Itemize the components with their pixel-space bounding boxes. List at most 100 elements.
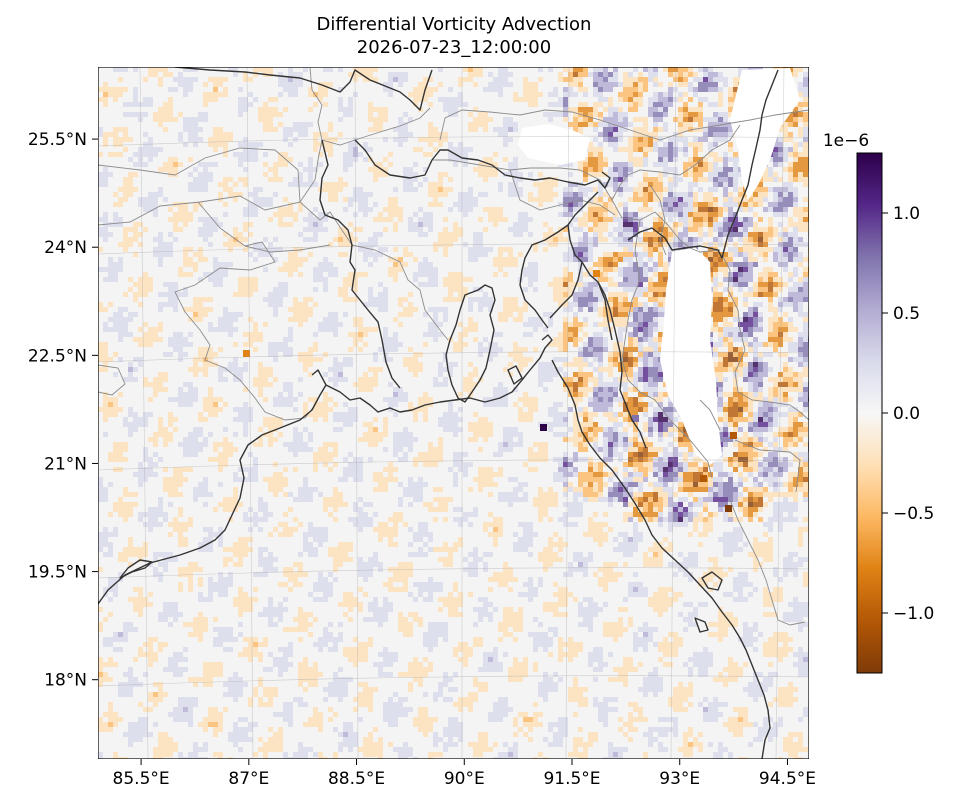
field-cell: [728, 167, 733, 172]
field-cell: [238, 177, 243, 182]
field-cell: [468, 377, 473, 382]
field-cell: [628, 347, 633, 352]
field-cell: [298, 177, 303, 182]
field-cell: [658, 347, 663, 352]
field-cell: [268, 302, 273, 307]
field-cell: [398, 322, 403, 327]
field-cell: [523, 267, 528, 272]
field-cell: [228, 317, 233, 322]
field-cell: [658, 337, 663, 342]
field-cell: [423, 392, 428, 397]
field-cell: [443, 247, 448, 252]
field-cell: [668, 217, 673, 222]
field-cell: [108, 132, 113, 137]
field-cell: [203, 82, 208, 87]
field-cell: [238, 112, 243, 117]
field-cell: [668, 187, 673, 192]
field-cell: [793, 342, 798, 347]
field-cell: [638, 372, 643, 377]
field-cell: [768, 377, 773, 382]
field-cell: [753, 337, 758, 342]
field-cell: [468, 277, 473, 282]
field-cell: [468, 382, 473, 387]
field-cell: [138, 362, 143, 367]
field-cell: [743, 257, 748, 262]
field-cell: [548, 237, 553, 242]
field-cell: [263, 162, 268, 167]
field-cell: [643, 147, 648, 152]
field-cell: [593, 77, 598, 82]
field-cell: [723, 312, 728, 317]
field-cell: [793, 267, 798, 272]
field-cell: [323, 67, 328, 72]
field-cell: [393, 202, 398, 207]
field-cell: [198, 187, 203, 192]
field-cell: [783, 362, 788, 367]
field-cell: [293, 317, 298, 322]
field-cell: [443, 227, 448, 232]
field-cell: [638, 327, 643, 332]
field-cell: [498, 247, 503, 252]
field-cell: [698, 157, 703, 162]
field-cell: [803, 287, 808, 292]
field-cell: [463, 382, 468, 387]
field-cell: [713, 212, 718, 217]
field-cell: [233, 417, 238, 422]
field-cell: [598, 297, 603, 302]
field-cell: [793, 122, 798, 127]
field-cell: [693, 152, 698, 157]
field-cell: [688, 117, 693, 122]
field-cell: [203, 362, 208, 367]
field-cell: [738, 72, 743, 77]
field-cell: [378, 112, 383, 117]
field-cell: [293, 307, 298, 312]
field-cell: [708, 207, 713, 212]
field-cell: [463, 332, 468, 337]
field-cell: [478, 117, 483, 122]
field-cell: [243, 407, 248, 412]
field-cell: [708, 177, 713, 182]
field-cell: [693, 242, 698, 247]
field-cell: [668, 92, 673, 97]
field-cell: [328, 122, 333, 127]
field-cell: [618, 147, 623, 152]
field-cell: [213, 412, 218, 417]
field-cell: [738, 227, 743, 232]
field-cell: [303, 312, 308, 317]
field-cell: [363, 422, 368, 427]
field-cell: [588, 292, 593, 297]
field-cell: [578, 357, 583, 362]
field-cell: [138, 357, 143, 362]
field-cell: [723, 182, 728, 187]
field-cell: [233, 197, 238, 202]
field-cell: [413, 362, 418, 367]
field-cell: [763, 242, 768, 247]
field-cell: [273, 257, 278, 262]
field-cell: [363, 332, 368, 337]
field-cell: [638, 302, 643, 307]
field-cell: [718, 267, 723, 272]
field-cell: [603, 252, 608, 257]
field-cell: [283, 262, 288, 267]
field-cell: [528, 267, 533, 272]
field-cell: [458, 347, 463, 352]
field-cell: [643, 357, 648, 362]
field-cell: [748, 372, 753, 377]
field-cell: [113, 397, 118, 402]
field-cell: [598, 147, 603, 152]
field-cell: [393, 127, 398, 132]
field-cell: [308, 412, 313, 417]
field-cell: [663, 172, 668, 177]
field-cell: [758, 202, 763, 207]
field-cell: [518, 407, 523, 412]
field-cell: [788, 67, 793, 72]
field-cell: [793, 377, 798, 382]
field-cell: [123, 332, 128, 337]
field-cell: [158, 107, 163, 112]
field-cell: [463, 207, 468, 212]
field-cell: [803, 387, 808, 392]
field-cell: [283, 127, 288, 132]
field-cell: [278, 287, 283, 292]
field-cell: [293, 302, 298, 307]
field-cell: [728, 107, 733, 112]
